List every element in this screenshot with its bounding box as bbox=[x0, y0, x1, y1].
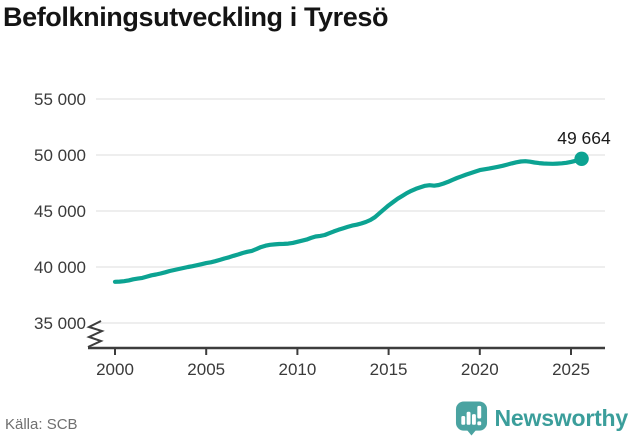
population-line bbox=[112, 156, 584, 284]
x-tick-label: 2025 bbox=[552, 360, 590, 379]
y-tick-label: 40 000 bbox=[34, 258, 86, 277]
x-axis-ticks bbox=[114, 348, 572, 355]
x-axis-labels: 2000 2005 2010 2015 2020 2025 bbox=[96, 360, 590, 379]
newsworthy-wordmark: Newsworthy bbox=[494, 404, 629, 431]
source-caption: Källa: SCB bbox=[5, 416, 78, 433]
x-tick-label: 2020 bbox=[461, 360, 499, 379]
y-tick-label: 45 000 bbox=[34, 202, 86, 221]
y-axis-break-icon bbox=[86, 320, 105, 348]
y-axis-labels: 55 000 50 000 45 000 40 000 35 000 bbox=[34, 90, 86, 333]
newsworthy-bar-chart-bubble-icon bbox=[455, 401, 487, 436]
y-tick-label: 50 000 bbox=[34, 146, 86, 165]
x-tick-label: 2010 bbox=[278, 360, 316, 379]
last-point-marker bbox=[574, 151, 589, 166]
x-tick-label: 2000 bbox=[96, 360, 134, 379]
last-value-label: 49 664 bbox=[557, 128, 611, 148]
y-tick-label: 35 000 bbox=[34, 314, 86, 333]
y-tick-label: 55 000 bbox=[34, 90, 86, 109]
gridlines bbox=[96, 98, 605, 324]
newsworthy-logo: Newsworthy bbox=[455, 400, 628, 436]
chart-title: Befolkningsutveckling i Tyresö bbox=[3, 2, 389, 32]
x-tick-label: 2005 bbox=[187, 360, 225, 379]
x-tick-label: 2015 bbox=[370, 360, 408, 379]
